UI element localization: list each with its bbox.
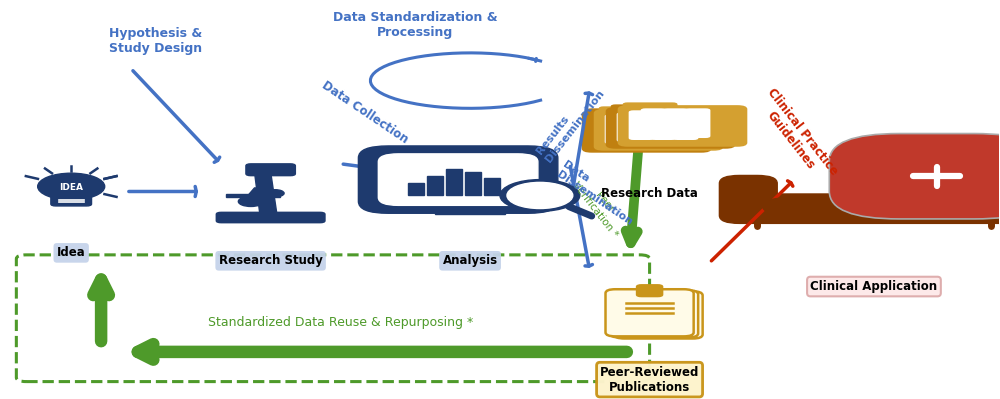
Text: Research Data: Research Data bbox=[601, 187, 698, 200]
Circle shape bbox=[266, 190, 284, 197]
FancyBboxPatch shape bbox=[606, 289, 694, 336]
Bar bbox=[427, 176, 443, 196]
FancyBboxPatch shape bbox=[599, 107, 654, 116]
FancyBboxPatch shape bbox=[611, 105, 666, 114]
Text: Data
Dissemination: Data Dissemination bbox=[555, 160, 641, 227]
FancyBboxPatch shape bbox=[641, 108, 667, 138]
FancyBboxPatch shape bbox=[649, 114, 675, 144]
FancyBboxPatch shape bbox=[582, 111, 711, 153]
FancyBboxPatch shape bbox=[623, 103, 678, 112]
FancyBboxPatch shape bbox=[971, 186, 1000, 223]
FancyBboxPatch shape bbox=[629, 110, 655, 140]
FancyBboxPatch shape bbox=[829, 134, 1000, 219]
Text: Research Study: Research Study bbox=[219, 254, 323, 267]
FancyBboxPatch shape bbox=[216, 212, 325, 223]
Text: Idea: Idea bbox=[57, 246, 86, 259]
Circle shape bbox=[38, 173, 105, 200]
FancyBboxPatch shape bbox=[358, 146, 558, 213]
Bar bbox=[484, 178, 500, 196]
FancyBboxPatch shape bbox=[16, 255, 650, 381]
FancyBboxPatch shape bbox=[737, 194, 1000, 223]
FancyBboxPatch shape bbox=[617, 112, 643, 142]
FancyBboxPatch shape bbox=[661, 112, 686, 142]
FancyBboxPatch shape bbox=[673, 110, 698, 140]
Bar bbox=[435, 211, 505, 214]
Polygon shape bbox=[254, 172, 277, 214]
FancyBboxPatch shape bbox=[605, 114, 631, 144]
Text: Standardized Data Reuse & Repurposing *: Standardized Data Reuse & Repurposing * bbox=[208, 316, 473, 329]
Text: Analysis: Analysis bbox=[443, 254, 498, 267]
Text: Peer
Verification *: Peer Verification * bbox=[570, 172, 629, 239]
FancyBboxPatch shape bbox=[610, 290, 698, 338]
FancyBboxPatch shape bbox=[246, 164, 295, 176]
FancyBboxPatch shape bbox=[587, 108, 642, 118]
Circle shape bbox=[507, 182, 573, 209]
FancyBboxPatch shape bbox=[663, 108, 688, 138]
Text: IDEA: IDEA bbox=[59, 183, 83, 192]
FancyBboxPatch shape bbox=[651, 110, 677, 140]
Bar bbox=[408, 183, 424, 196]
Circle shape bbox=[238, 196, 263, 206]
Bar bbox=[465, 172, 481, 196]
FancyBboxPatch shape bbox=[637, 285, 663, 296]
FancyBboxPatch shape bbox=[618, 105, 747, 147]
FancyBboxPatch shape bbox=[639, 112, 665, 142]
Polygon shape bbox=[244, 188, 265, 200]
FancyBboxPatch shape bbox=[594, 109, 723, 151]
Text: Data Standardization &
Processing: Data Standardization & Processing bbox=[333, 11, 498, 39]
Circle shape bbox=[763, 198, 806, 215]
FancyBboxPatch shape bbox=[606, 107, 735, 149]
Text: Hypothesis &
Study Design: Hypothesis & Study Design bbox=[109, 27, 203, 55]
Bar bbox=[446, 168, 462, 196]
Bar bbox=[226, 194, 280, 197]
FancyBboxPatch shape bbox=[614, 291, 703, 338]
Bar bbox=[462, 201, 478, 213]
Text: Data Collection: Data Collection bbox=[320, 79, 411, 146]
FancyBboxPatch shape bbox=[627, 114, 653, 144]
Text: Clinical Application: Clinical Application bbox=[810, 280, 938, 293]
Text: Peer-Reviewed
Publications: Peer-Reviewed Publications bbox=[600, 365, 699, 394]
FancyBboxPatch shape bbox=[51, 194, 92, 206]
FancyBboxPatch shape bbox=[719, 176, 777, 223]
Circle shape bbox=[500, 180, 580, 211]
Text: Results
Dissemination: Results Dissemination bbox=[535, 81, 607, 164]
FancyBboxPatch shape bbox=[378, 154, 538, 205]
Text: Clinical Practice
Guidelines: Clinical Practice Guidelines bbox=[752, 85, 840, 187]
FancyBboxPatch shape bbox=[684, 108, 710, 138]
